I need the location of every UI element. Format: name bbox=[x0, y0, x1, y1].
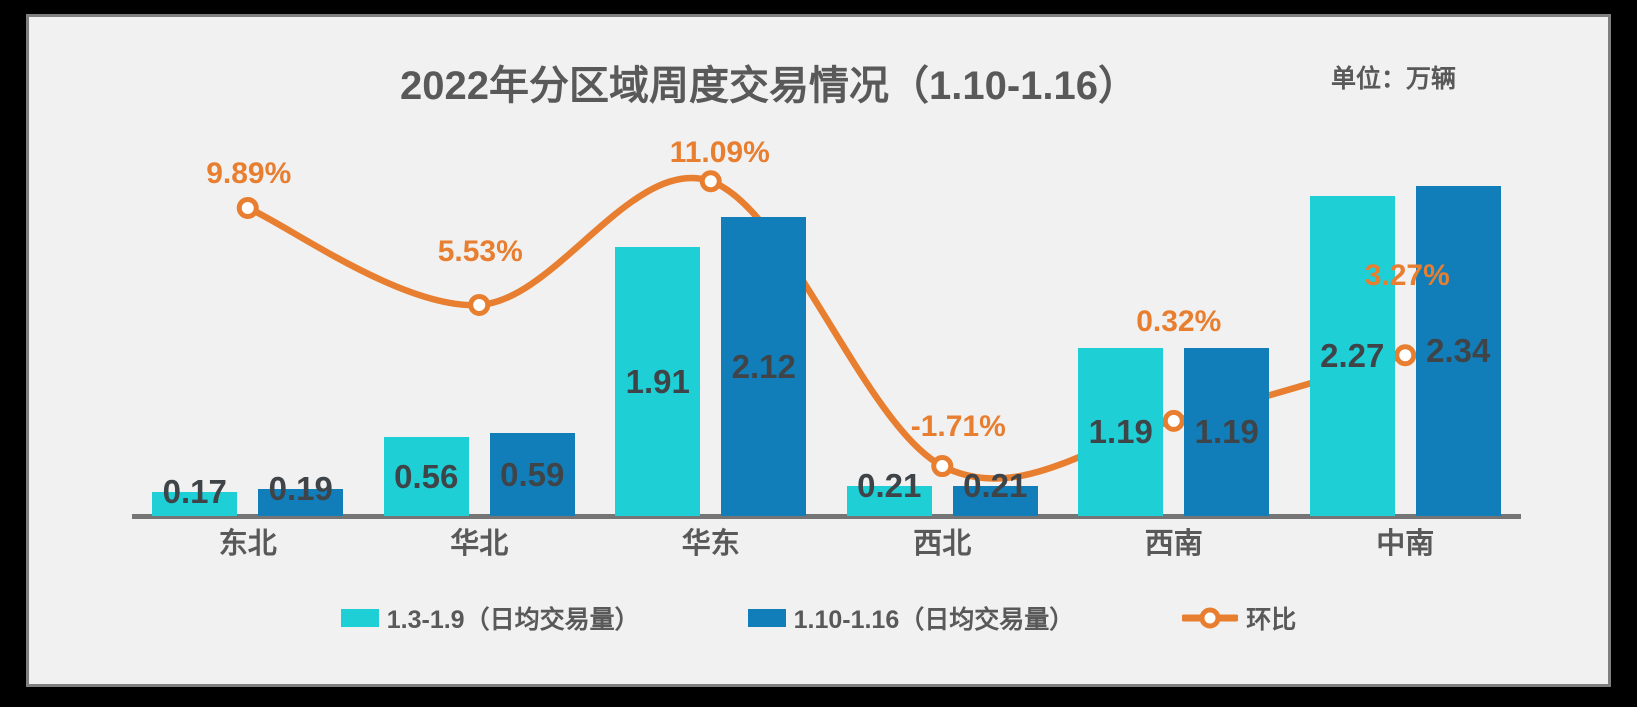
bar-value-label: 0.21 bbox=[963, 467, 1028, 504]
line-marker bbox=[699, 170, 722, 193]
line-value-label: 9.89% bbox=[206, 156, 292, 190]
legend: 1.3-1.9（日均交易量） 1.10-1.16（日均交易量） 环比 bbox=[29, 600, 1608, 636]
bar-value-label: 1.91 bbox=[625, 362, 690, 400]
bar-value-label: 0.21 bbox=[857, 467, 922, 504]
legend-swatch-week2 bbox=[747, 609, 786, 627]
bar-week1 bbox=[615, 247, 701, 516]
bar-week2 bbox=[489, 433, 575, 516]
bar-week1 bbox=[152, 492, 238, 516]
bar-value-label: 2.27 bbox=[1320, 337, 1385, 374]
bar-value-label: 1.19 bbox=[1088, 413, 1153, 450]
x-axis-label: 中南 bbox=[1376, 528, 1435, 560]
bar-week1 bbox=[846, 486, 932, 516]
unit-label: 单位：万辆 bbox=[1330, 65, 1456, 93]
plot-area: 东北 0.17 0.19 华北 0.56 0.59 华东 1.91 2.12 西北 0.21 0.21… bbox=[29, 17, 1608, 684]
bar-week2 bbox=[258, 489, 344, 516]
line-value-label: 5.53% bbox=[437, 234, 523, 268]
legend-label-week1: 1.3-1.9（日均交易量） bbox=[386, 606, 640, 634]
bar-week1 bbox=[1309, 196, 1395, 516]
x-axis-label: 华北 bbox=[450, 528, 509, 560]
x-axis-label: 西南 bbox=[1144, 528, 1203, 560]
line-marker bbox=[931, 455, 954, 478]
legend-label-week2: 1.10-1.16（日均交易量） bbox=[793, 606, 1075, 634]
legend-item-ratio: 环比 bbox=[1182, 600, 1296, 636]
bar-value-label: 0.59 bbox=[500, 455, 565, 493]
line-marker-icon bbox=[1182, 607, 1239, 629]
chart-title: 2022年分区域周度交易情况（1.10-1.16） bbox=[399, 64, 1138, 108]
line-marker bbox=[468, 293, 491, 316]
line-marker bbox=[236, 196, 259, 219]
bar-value-label: 0.17 bbox=[162, 473, 227, 510]
line-value-label: 3.27% bbox=[1364, 259, 1450, 293]
line-value-label: 0.32% bbox=[1136, 304, 1222, 338]
legend-swatch-week1 bbox=[340, 609, 379, 627]
x-axis-label: 东北 bbox=[218, 528, 277, 560]
bar-value-label: 0.19 bbox=[268, 470, 333, 507]
bar-week2 bbox=[1415, 186, 1501, 516]
x-axis-label: 西北 bbox=[913, 528, 972, 560]
line-value-label: -1.71% bbox=[910, 410, 1006, 444]
bar-week1 bbox=[383, 437, 469, 516]
x-axis-label: 华东 bbox=[681, 528, 740, 560]
bar-week1 bbox=[1078, 348, 1164, 516]
line-marker bbox=[1162, 409, 1185, 432]
line-value-label: 11.09% bbox=[669, 136, 770, 170]
chart-panel: 2022年分区域周度交易情况（1.10-1.16） 单位：万辆 东北 0.17 0.… bbox=[26, 14, 1611, 687]
line-marker bbox=[1394, 344, 1417, 367]
bar-value-label: 0.56 bbox=[394, 457, 459, 495]
bar-week2 bbox=[1184, 348, 1270, 516]
legend-label-ratio: 环比 bbox=[1246, 606, 1297, 634]
x-axis-line bbox=[132, 514, 1521, 519]
bar-week2 bbox=[721, 217, 807, 516]
legend-item-week1: 1.3-1.9（日均交易量） bbox=[340, 600, 640, 636]
bar-value-label: 2.12 bbox=[731, 347, 796, 385]
bar-value-label: 2.34 bbox=[1426, 332, 1491, 369]
bar-value-label: 1.19 bbox=[1194, 413, 1259, 450]
bar-week2 bbox=[952, 486, 1038, 516]
legend-item-week2: 1.10-1.16（日均交易量） bbox=[747, 600, 1075, 636]
